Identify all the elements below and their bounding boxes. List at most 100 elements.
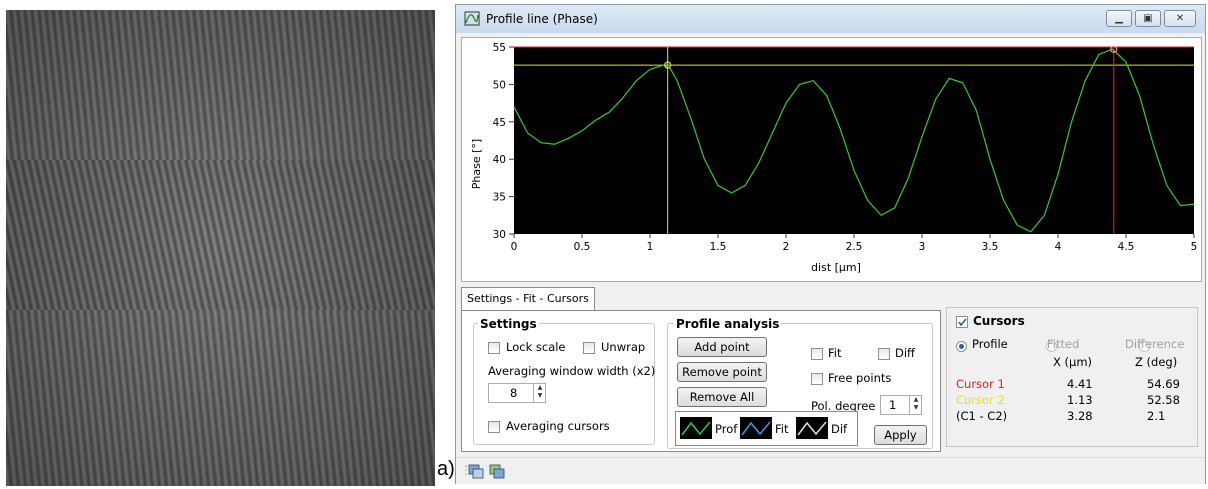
cursor-row-z: 54.69 <box>1147 377 1180 391</box>
legend-fit: Fit <box>775 422 789 436</box>
check-icon <box>958 318 967 327</box>
y-tick-label: 40 <box>493 154 506 166</box>
restore-button[interactable]: ▣ <box>1135 10 1161 27</box>
y-tick-label: 50 <box>493 79 506 91</box>
averaging-window-stepper[interactable]: 8 ▲ ▼ <box>488 383 546 403</box>
cursors-panel: Cursors Profile Fitted Difference X (µm)… <box>946 307 1198 447</box>
col-z-header: Z (deg) <box>1135 355 1178 369</box>
cursor-row-x: 1.13 <box>1067 393 1093 407</box>
y-tick-label: 30 <box>493 229 506 241</box>
x-tick-label: 2 <box>783 241 790 253</box>
pol-down-icon[interactable]: ▼ <box>913 404 919 411</box>
cursor-row-x: 3.28 <box>1067 409 1093 423</box>
fringe-pattern <box>6 10 435 486</box>
x-tick-label: 0.5 <box>574 241 591 253</box>
restore-icon: ▣ <box>1143 13 1153 24</box>
phase-profile-line <box>513 48 1195 233</box>
cursor-marker[interactable] <box>1110 45 1118 53</box>
averaging-window-value: 8 <box>510 386 518 400</box>
legend-dif: Dif <box>831 422 848 436</box>
y-tick-label: 55 <box>493 42 506 54</box>
stepper-up-icon[interactable]: ▲ <box>537 384 543 391</box>
y-tick-label: 45 <box>493 117 506 129</box>
profile-radio[interactable] <box>956 341 967 352</box>
x-tick-label: 0 <box>511 241 518 253</box>
difference-radio-label: Difference <box>1125 337 1185 351</box>
x-tick-label: 4.5 <box>1118 241 1135 253</box>
x-axis-label: dist [µm] <box>811 261 861 274</box>
apply-button[interactable]: Apply <box>874 425 927 445</box>
settings-group <box>473 323 655 445</box>
settings-tab-panel: Settings Lock scale Unwrap Averaging win… <box>461 310 941 452</box>
fitted-radio-label: Fitted <box>1047 337 1080 351</box>
averaging-cursors-checkbox[interactable] <box>488 421 500 433</box>
fit-checkbox[interactable] <box>811 348 823 360</box>
copy-window-icon[interactable] <box>468 464 484 479</box>
settings-group-title: Settings <box>478 317 539 331</box>
stepper-down-icon[interactable]: ▼ <box>537 392 543 399</box>
profile-legend-icon <box>680 417 712 439</box>
x-tick-label: 1 <box>647 241 654 253</box>
averaging-window-label: Averaging window width (x2) <box>488 364 656 378</box>
pol-degree-label: Pol. degree <box>811 399 876 413</box>
diff-legend-icon <box>796 417 828 439</box>
profile-line-window: Profile line (Phase) ▁ ▣ ✕ Phase [°] dis… <box>455 4 1206 484</box>
close-button[interactable]: ✕ <box>1164 10 1196 27</box>
plot-area[interactable] <box>514 47 1194 234</box>
lock-scale-checkbox[interactable] <box>488 342 500 354</box>
legend-prof: Prof <box>715 422 738 436</box>
fit-label: Fit <box>828 346 842 360</box>
cursor-marker[interactable] <box>664 61 672 69</box>
col-x-header: X (µm) <box>1053 355 1093 369</box>
y-tick-label: 35 <box>493 192 506 204</box>
pol-degree-value: 1 <box>889 398 897 412</box>
pol-up-icon[interactable]: ▲ <box>913 396 919 403</box>
unwrap-label: Unwrap <box>601 340 646 354</box>
unwrap-checkbox[interactable] <box>583 342 595 354</box>
x-tick-label: 3 <box>919 241 926 253</box>
x-tick-label: 2.5 <box>846 241 863 253</box>
cursor-row-z: 2.1 <box>1147 409 1166 423</box>
status-toolbar: ⋮ <box>456 457 1205 484</box>
cursor-row-x: 4.41 <box>1067 377 1093 391</box>
microscope-image <box>6 10 435 486</box>
diff-checkbox[interactable] <box>878 348 890 360</box>
y-axis-label: Phase [°] <box>470 139 483 189</box>
profile-analysis-group <box>667 323 933 449</box>
window-title: Profile line (Phase) <box>486 12 598 26</box>
lock-scale-label: Lock scale <box>506 340 566 354</box>
profile-window-icon <box>464 11 480 26</box>
add-point-button[interactable]: Add point <box>677 337 767 357</box>
averaging-cursors-label: Averaging cursors <box>506 419 610 433</box>
figure-label: a) <box>437 458 455 480</box>
profile-analysis-title: Profile analysis <box>674 317 782 331</box>
x-tick-label: 5 <box>1191 241 1198 253</box>
remove-point-button[interactable]: Remove point <box>677 362 767 382</box>
x-tick-label: 3.5 <box>982 241 999 253</box>
cursors-checkbox[interactable] <box>956 316 968 328</box>
cursor-row-label: Cursor 2 <box>956 393 1005 407</box>
remove-all-button[interactable]: Remove All <box>677 387 767 407</box>
close-icon: ✕ <box>1175 13 1185 24</box>
fit-legend-icon <box>740 417 772 439</box>
phase-profile-chart[interactable]: Phase [°] dist [µm] 30 35 40 45 50 55 0 0.5 1 1.5… <box>461 37 1202 282</box>
pol-degree-stepper[interactable]: 1 ▲ ▼ <box>880 395 922 415</box>
diff-label: Diff <box>895 346 915 360</box>
cursor-row-label: Cursor 1 <box>956 377 1005 391</box>
fit-legend: Prof Fit Dif <box>675 411 858 446</box>
profile-radio-label: Profile <box>972 337 1008 351</box>
tab-settings-fit-cursors[interactable]: Settings - Fit - Cursors <box>461 287 595 311</box>
free-points-label: Free points <box>828 371 892 385</box>
title-bar[interactable]: Profile line (Phase) ▁ ▣ ✕ <box>456 5 1205 33</box>
cursor-row-z: 52.58 <box>1147 393 1180 407</box>
export-window-icon[interactable] <box>489 464 505 479</box>
difference-radio[interactable] <box>1138 341 1150 352</box>
cursor-row-label: (C1 - C2) <box>956 409 1008 423</box>
fitted-radio[interactable] <box>1045 341 1057 352</box>
minimize-button[interactable]: ▁ <box>1106 10 1132 27</box>
x-tick-label: 1.5 <box>710 241 727 253</box>
cursors-title: Cursors <box>973 314 1025 328</box>
minimize-icon: ▁ <box>1115 13 1123 24</box>
free-points-checkbox[interactable] <box>811 373 823 385</box>
